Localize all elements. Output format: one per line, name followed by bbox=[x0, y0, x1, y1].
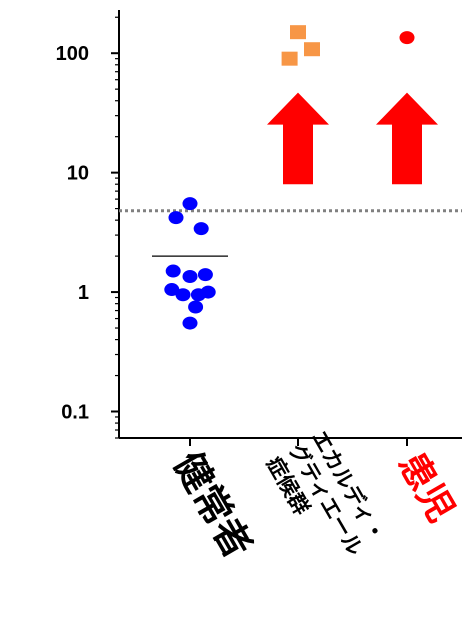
axes: 0.1 1 10 100 bbox=[56, 10, 462, 446]
up-arrow bbox=[376, 92, 438, 185]
x-category-label-line: 健常者 bbox=[165, 445, 260, 566]
data-point bbox=[188, 300, 204, 314]
y-tick-label: 10 bbox=[67, 163, 89, 185]
series-group bbox=[152, 197, 228, 330]
data-point-square bbox=[281, 51, 298, 66]
data-point bbox=[193, 222, 209, 236]
data-point bbox=[399, 31, 415, 45]
data-point bbox=[165, 264, 181, 278]
data-point bbox=[197, 268, 213, 282]
x-category-label-text: エカルディ・グティエール症候群 bbox=[262, 427, 390, 573]
y-tick-label: 0.1 bbox=[61, 402, 89, 424]
x-category-label-text: 健常者 bbox=[165, 445, 260, 566]
data-point bbox=[182, 316, 198, 330]
up-arrow bbox=[267, 92, 329, 185]
data-point bbox=[164, 283, 180, 297]
x-category-label: 健常者 bbox=[165, 445, 260, 566]
y-minor-ticks bbox=[115, 16, 119, 439]
x-category-label: 患児 bbox=[390, 446, 462, 529]
data-point bbox=[200, 285, 216, 299]
data-point-square bbox=[290, 25, 306, 40]
y-tick-label: 100 bbox=[56, 43, 89, 65]
data-point-square bbox=[304, 42, 320, 57]
x-category-label: エカルディ・グティエール症候群 bbox=[262, 427, 390, 573]
series-group bbox=[399, 31, 415, 45]
x-category-label-text: 患児 bbox=[390, 446, 462, 529]
data-point bbox=[168, 211, 184, 225]
y-tick-label: 1 bbox=[78, 282, 89, 304]
series-group bbox=[281, 25, 320, 66]
data-point bbox=[182, 270, 198, 284]
x-category-label-line: 患児 bbox=[390, 446, 462, 529]
data-point bbox=[182, 197, 198, 211]
data-point bbox=[175, 288, 191, 302]
